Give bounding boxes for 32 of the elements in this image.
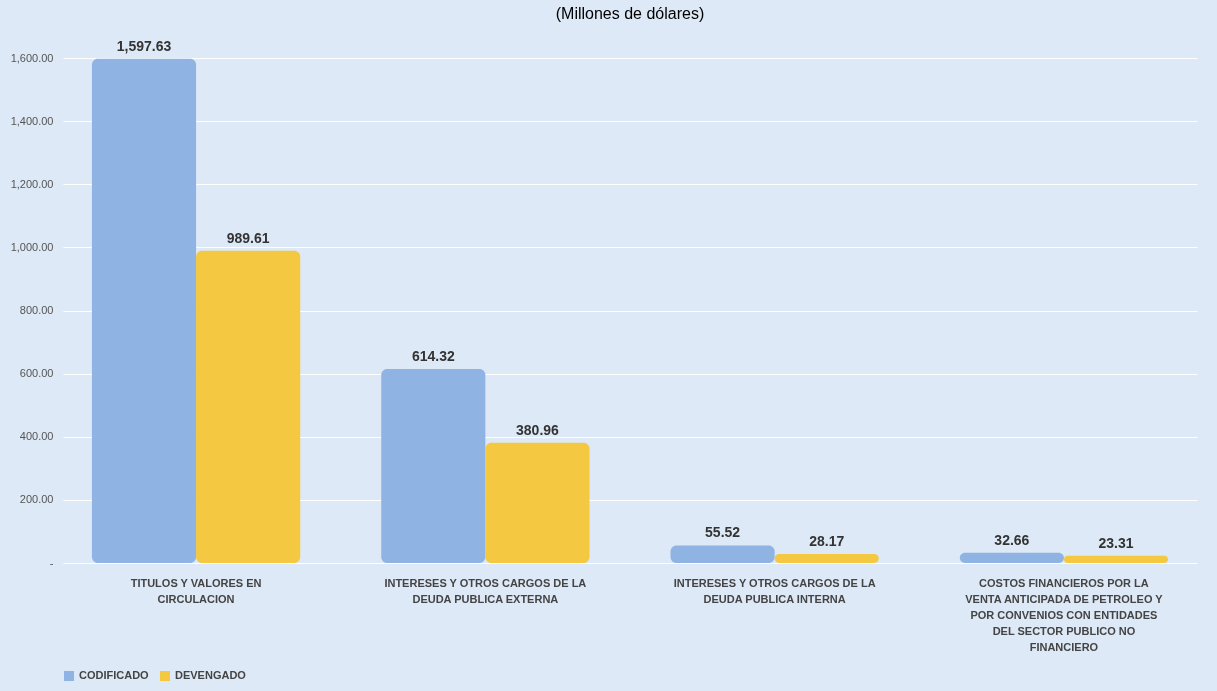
y-tick-label: 1,000.00: [10, 240, 54, 253]
data-label: 1,597.63: [116, 37, 172, 54]
bar: [485, 442, 590, 563]
bar: [381, 369, 486, 563]
x-tick-label: INTERESES Y OTROS CARGOS DE LA DEUDA PUBLICA EXTERNA: [384, 576, 587, 605]
legend-label: CODIFICADO: [79, 669, 150, 681]
bar: [670, 545, 775, 563]
y-tick-label: 1,200.00: [10, 177, 54, 190]
legend-label: DEVENGADO: [175, 669, 247, 681]
x-tick-label: COSTOS FINANCIEROS POR LA VENTA ANTICIPADA DE PETROLEO Y POR CONVENIOS CON ENTIDADES DEL SECTOR PUBLICO NO FINANCIERO: [965, 576, 1164, 653]
chart-subtitle: (Millones de dólares): [555, 4, 705, 22]
data-label: 614.32: [411, 348, 455, 365]
data-label: 28.17: [809, 533, 845, 550]
y-tick-label: 600.00: [19, 367, 54, 380]
bar: [1063, 555, 1169, 563]
data-label: 55.52: [705, 524, 741, 541]
y-tick-label: -: [49, 556, 54, 569]
data-label: 23.31: [1098, 534, 1134, 551]
data-label: 380.96: [516, 421, 560, 438]
data-label: 989.61: [226, 229, 270, 246]
y-tick-label: 1,400.00: [10, 114, 54, 127]
bar: [196, 250, 301, 563]
bar: [774, 554, 879, 563]
y-tick-label: 1,600.00: [10, 51, 54, 64]
x-tick-label: TITULOS Y VALORES EN CIRCULACION: [130, 576, 262, 605]
y-tick-label: 200.00: [19, 493, 54, 506]
bar: [91, 58, 197, 563]
bar: [959, 552, 1064, 563]
data-label: 32.66: [994, 531, 1030, 548]
y-tick-label: 800.00: [19, 304, 54, 316]
y-tick-label: 400.00: [19, 430, 54, 443]
x-tick-label: INTERESES Y OTROS CARGOS DE LA DEUDA PUBLICA INTERNA: [673, 576, 876, 605]
